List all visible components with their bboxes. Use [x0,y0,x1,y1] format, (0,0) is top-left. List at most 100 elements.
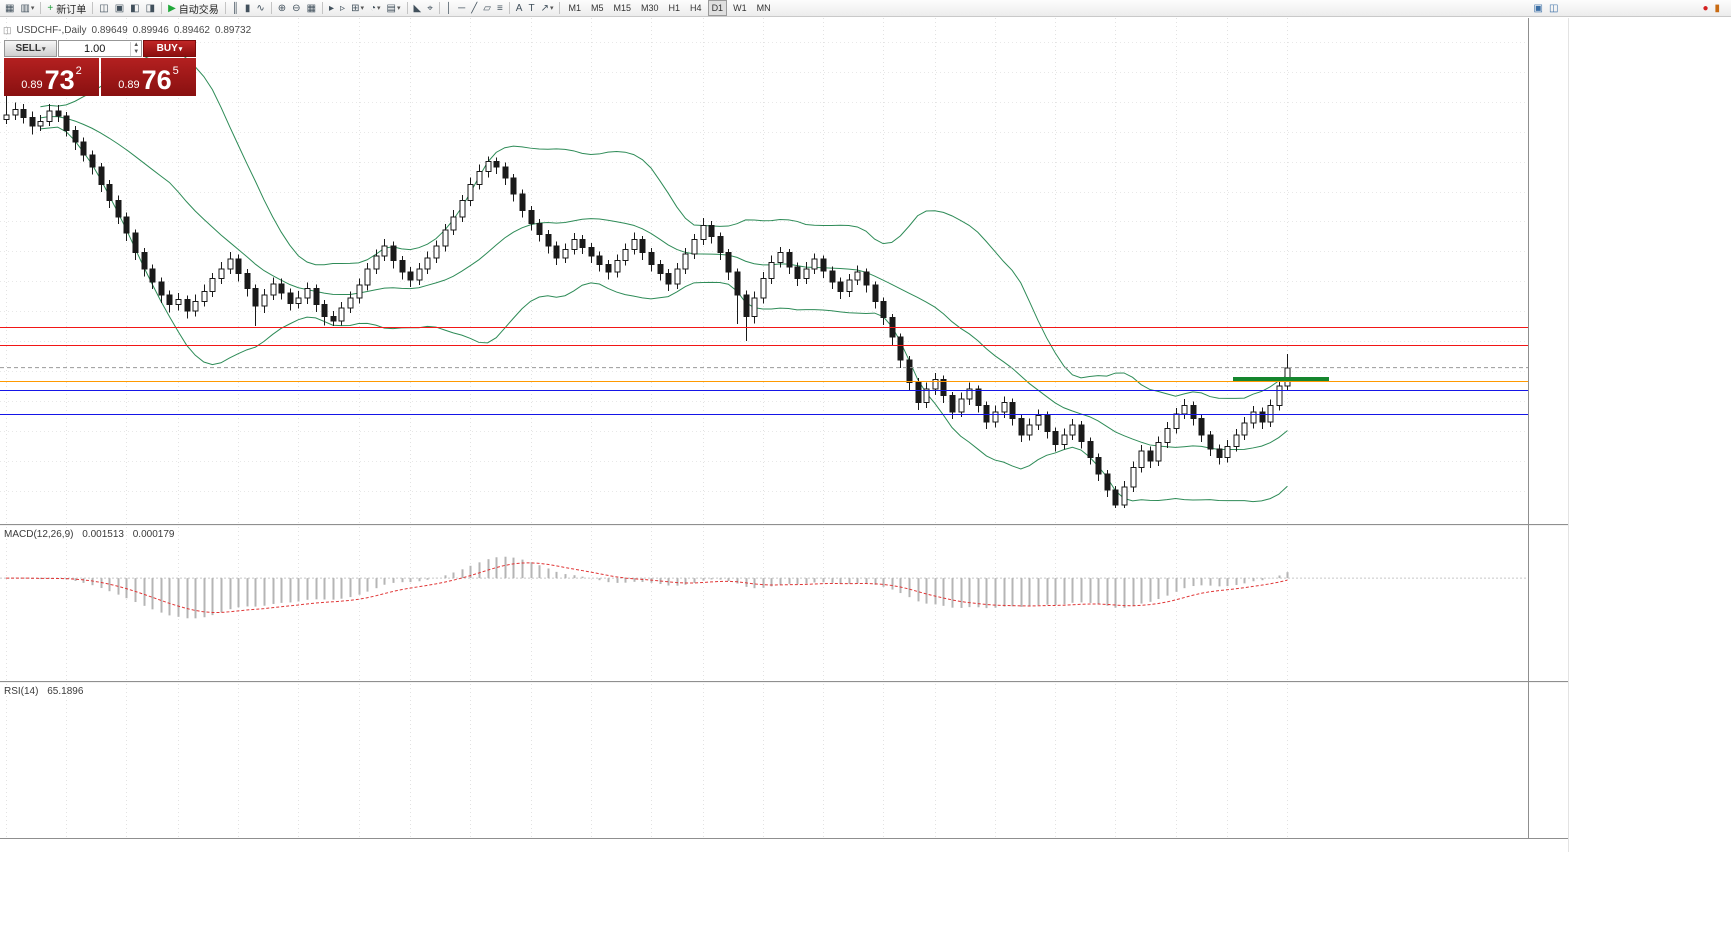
window-icon-a-glyph: ▣ [1533,2,1543,14]
data-window-icon[interactable]: ▣ [112,1,127,16]
new-order-button[interactable]: + 新订单 [44,1,89,16]
tf-m1[interactable]: M1 [564,1,585,15]
macd-value-main: 0.001513 [82,529,124,540]
main-macd-separator[interactable] [0,524,1569,525]
toolbar-separator [270,2,272,14]
toolbar-group-timeframes: M1 M5 M15 M30 H1 H4 D1 W1 MN [563,0,775,16]
vertical-line-icon[interactable]: │ [443,1,455,16]
fibonacci-icon[interactable]: ≡ [494,1,506,16]
fibonacci-icon-glyph: ≡ [496,2,503,14]
text-icon[interactable]: A [513,1,526,16]
tf-h1[interactable]: H1 [665,1,685,15]
crosshair-icon[interactable]: ⌖ [424,1,436,16]
market-watch-icon[interactable]: ◫ [96,1,111,16]
new-chart-icon[interactable]: ▦ [2,1,17,16]
ask-fraction: 5 [172,65,179,77]
window-icon-b[interactable]: ◫ [1546,1,1561,16]
volume-field[interactable]: ▲ ▼ [58,40,142,57]
bid-fraction: 2 [75,65,82,77]
tf-m5[interactable]: M5 [587,1,608,15]
navigator-icon[interactable]: ◧ [127,1,142,16]
tf-w1-label: W1 [733,3,747,13]
autotrading-button[interactable]: ▶ 自动交易 [165,1,222,16]
toolbar-separator [40,2,42,14]
tile-windows-icon[interactable]: ▦ [304,1,319,16]
chart-window-icon: ◫ [3,25,12,35]
ask-pips: 76 [141,65,172,95]
trendline-icon[interactable]: ╱ [468,1,480,16]
window-icon-a[interactable]: ▣ [1531,1,1546,16]
vertical-line-icon-glyph: │ [445,2,453,14]
new-order-button-glyph: + [47,2,54,14]
chart-shift-icon-glyph: ▹ [340,2,346,14]
line-chart-icon[interactable]: ∿ [253,1,267,16]
sell-button[interactable]: SELL ▾ [4,40,57,57]
bid-pips: 73 [44,65,75,95]
alert-icon[interactable]: ● [1699,1,1711,16]
templates-icon[interactable]: ▤ ▾ [384,1,404,16]
periods-icon-caret: ▾ [377,5,381,12]
edge-icon[interactable]: ▮ [1711,1,1723,16]
chart-shift-icon[interactable]: ▹ [337,1,348,16]
tf-h1-label: H1 [668,3,681,13]
buy-button[interactable]: BUY ▾ [143,40,196,57]
terminal-icon[interactable]: ◨ [143,1,158,16]
cursor-icon[interactable]: ◣ [411,1,425,16]
cursor-icon-glyph: ◣ [413,2,422,14]
periods-icon-glyph: ◔ [369,2,377,14]
zoom-in-icon[interactable]: ⊕ [275,1,289,16]
channel-icon[interactable]: ▱ [480,1,494,16]
buy-caret-icon: ▾ [178,45,183,53]
tf-d1[interactable]: D1 [707,0,728,16]
chart-profiles-icon-caret: ▾ [30,5,35,12]
spin-up-icon[interactable]: ▲ [133,41,140,48]
ask-price-panel[interactable]: 0.89 76 5 [101,58,196,96]
tf-m30[interactable]: M30 [637,1,663,15]
arrows-tool-icon[interactable]: ↗ ▾ [538,1,557,16]
tf-m30-label: M30 [641,3,659,13]
rsi-value: 65.1896 [47,686,84,697]
tf-h4[interactable]: H4 [686,1,706,15]
spin-down-icon[interactable]: ▼ [133,48,140,55]
chart-profiles-icon[interactable]: ▥ ▾ [17,1,37,16]
tf-m1-label: M1 [568,3,581,13]
market-watch-icon-glyph: ◫ [99,2,109,14]
macd-signal-line [5,562,1288,613]
tf-w1[interactable]: W1 [729,1,751,15]
zoom-out-icon[interactable]: ⊖ [289,1,303,16]
toolbar-group-order: + 新订单 [44,1,89,16]
tf-h4-label: H4 [690,3,702,13]
tf-mn[interactable]: MN [753,1,775,15]
chart-symbol-title: USDCHF-,Daily [16,25,87,36]
grid-layer [0,18,1528,838]
macd-rsi-separator-hl [0,682,1569,683]
tf-m5-label: M5 [590,3,604,13]
bid-price-panel[interactable]: 0.89 73 2 [4,58,99,96]
toolbar-group-cursor-tools: ◣ ⌖ [411,1,436,16]
macd-value-signal: 0.000179 [132,529,175,540]
new-order-button-label: 新订单 [56,4,87,16]
bar-chart-icon[interactable]: ║ [229,1,242,16]
navigator-icon-glyph: ◧ [130,2,140,14]
volume-stepper[interactable]: ▲ ▼ [130,41,141,56]
toolbar-group-right-icons: ▣ ◫ [1531,1,1562,16]
macd-rsi-separator[interactable] [0,681,1569,682]
tf-m15[interactable]: M15 [610,1,636,15]
horizontal-line-icon[interactable]: ─ [455,1,468,16]
toolbar-group-line-tools: │ ─ ╱ ▱ ≡ [443,1,506,16]
indicators-icon[interactable]: ⊞ ▾ [348,1,367,16]
toolbar-group-chart-types: ║ ▮ ∿ [229,1,268,16]
candlestick-chart-icon[interactable]: ▮ [242,1,254,16]
tile-windows-icon-glyph: ▦ [306,2,317,14]
auto-scroll-icon[interactable]: ▸ [326,1,337,16]
periods-icon[interactable]: ◔ ▾ [367,1,384,16]
alert-icon-glyph: ● [1702,2,1709,14]
text-label-icon[interactable]: T [525,1,537,16]
text-icon-glyph: A [515,2,523,14]
volume-input[interactable] [59,42,131,55]
toolbar-group-chart-tools: ▸ ▹ ⊞ ▾ ◔ ▾ ▤ ▾ [326,1,404,16]
trendline-icon-glyph: ╱ [471,2,478,14]
data-window-icon-glyph: ▣ [114,2,125,14]
